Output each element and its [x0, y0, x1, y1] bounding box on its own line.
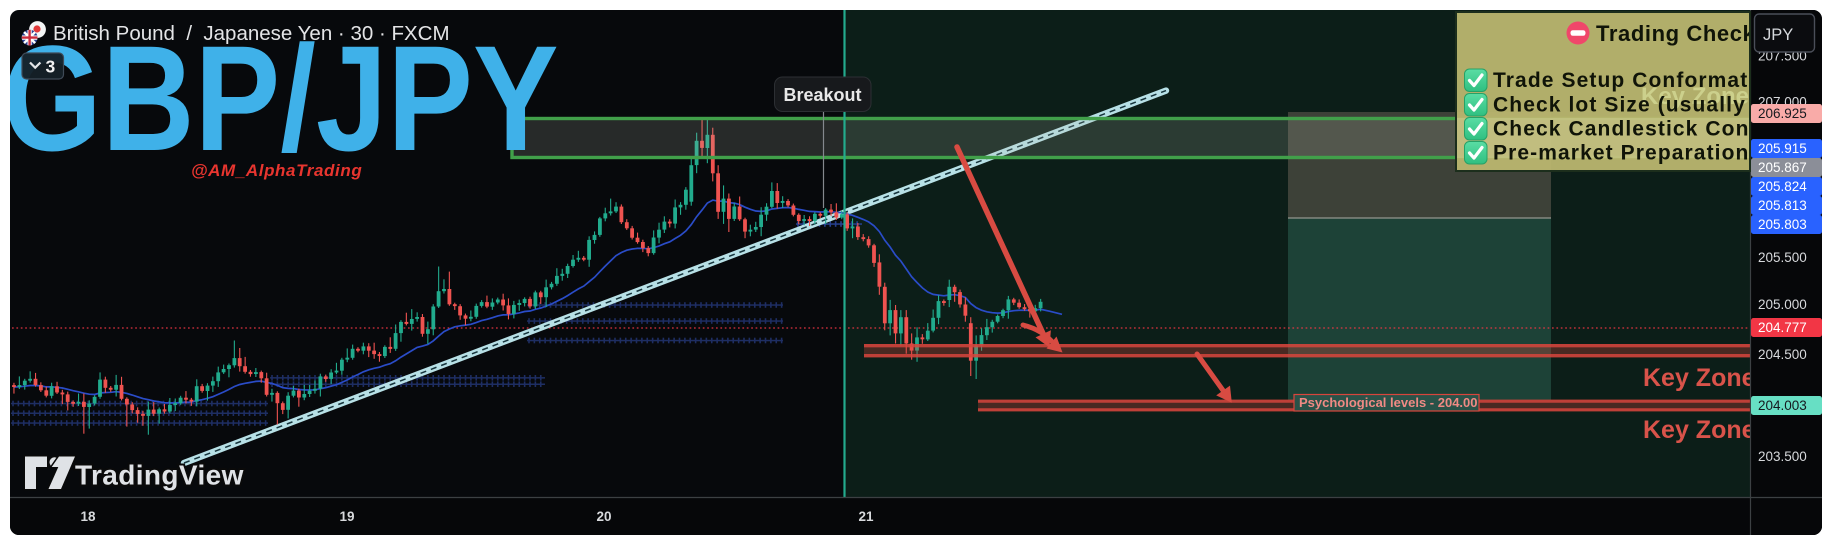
svg-text:205.867: 205.867 [1758, 160, 1807, 175]
svg-text:Trade Setup Conformation with: Trade Setup Conformation with [1493, 69, 1830, 92]
svg-text:203.500: 203.500 [1758, 449, 1807, 464]
svg-text:20: 20 [596, 509, 611, 524]
svg-text:205.803: 205.803 [1758, 217, 1807, 232]
svg-text:205.000: 205.000 [1758, 297, 1807, 312]
svg-text:Breakout: Breakout [783, 85, 861, 105]
svg-text:British Pound / Japanese Yen: British Pound / Japanese Yen · 30 · FXCM [53, 22, 450, 45]
svg-text:204.003: 204.003 [1758, 398, 1807, 413]
svg-text:@AM_AlphaTrading: @AM_AlphaTrading [191, 161, 362, 180]
svg-text:JPY: JPY [1763, 26, 1793, 44]
svg-text:Check lot Size (usually 2% ris: Check lot Size (usually 2% risk) [1493, 94, 1830, 117]
svg-text:204.500: 204.500 [1758, 347, 1807, 362]
svg-text:Trading Checklist: Trading Checklist [1596, 21, 1790, 46]
svg-text:18: 18 [80, 509, 96, 524]
svg-text:Check Candlestick Confirmation: Check Candlestick Confirmation [1493, 118, 1830, 141]
svg-text:205.500: 205.500 [1758, 250, 1807, 265]
svg-text:204.777: 204.777 [1758, 320, 1807, 335]
svg-text:21: 21 [858, 509, 874, 524]
svg-text:Psychological levels - 204.00: Psychological levels - 204.00 [1299, 395, 1478, 410]
svg-text:Key Zone: Key Zone [1641, 83, 1749, 110]
svg-text:205.915: 205.915 [1758, 141, 1807, 156]
svg-text:GBP/JPY: GBP/JPY [2, 15, 559, 183]
svg-text:Key Zone: Key Zone [1643, 416, 1756, 444]
svg-text:TradingView: TradingView [75, 460, 244, 491]
svg-text:Pre-market Preparation and: Pre-market Preparation and [1493, 142, 1797, 165]
svg-text:3: 3 [46, 57, 56, 77]
svg-text:205.813: 205.813 [1758, 198, 1807, 213]
svg-text:206.925: 206.925 [1758, 106, 1807, 121]
svg-text:205.824: 205.824 [1758, 179, 1807, 194]
svg-text:19: 19 [339, 509, 354, 524]
svg-text:Key Zone: Key Zone [1643, 364, 1756, 392]
